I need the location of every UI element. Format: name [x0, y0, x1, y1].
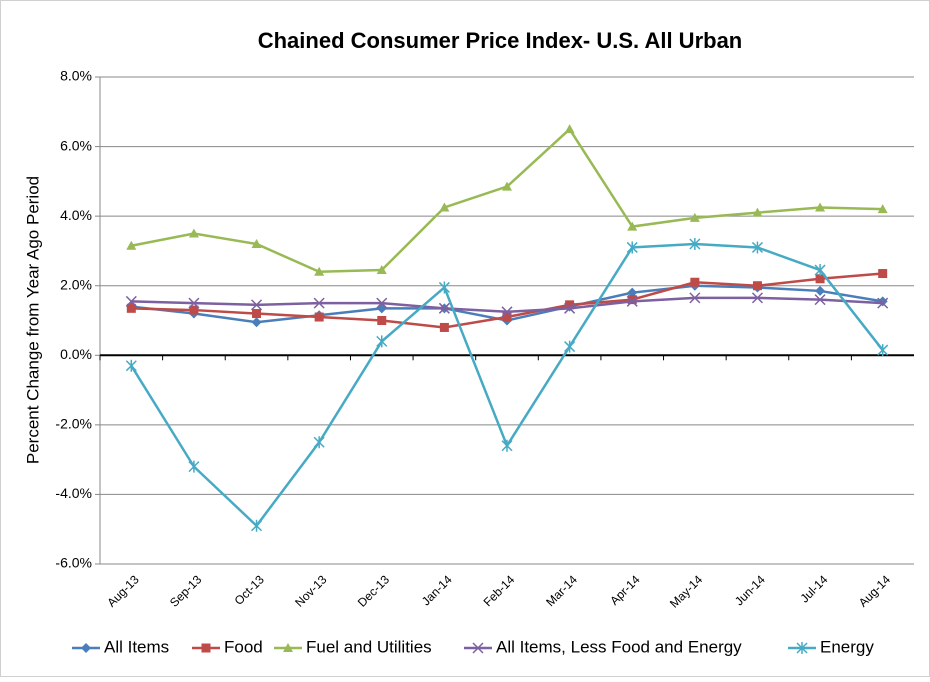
legend-label: Energy [820, 637, 874, 656]
marker [188, 460, 200, 473]
marker [126, 303, 136, 313]
marker [564, 124, 575, 134]
marker [689, 237, 701, 250]
marker [877, 344, 889, 357]
marker [815, 202, 826, 212]
marker [201, 643, 211, 653]
y-tick-label: -4.0% [55, 485, 92, 501]
marker [626, 241, 638, 254]
marker [814, 264, 826, 277]
y-tick-label: 6.0% [60, 137, 92, 153]
marker [877, 297, 889, 309]
marker [877, 204, 888, 214]
y-tick-label: -6.0% [55, 555, 92, 571]
marker [751, 292, 763, 304]
marker [814, 294, 826, 306]
marker [251, 238, 262, 248]
marker [125, 359, 137, 372]
marker [502, 312, 512, 322]
marker [439, 322, 449, 332]
marker [815, 274, 825, 284]
marker [472, 642, 484, 654]
legend-label: All Items, Less Food and Energy [496, 637, 742, 656]
marker [564, 302, 576, 314]
marker [751, 241, 763, 254]
marker [251, 317, 262, 328]
y-tick-label: 0.0% [60, 346, 92, 362]
marker [188, 297, 200, 309]
marker [81, 643, 91, 653]
marker [251, 299, 263, 311]
marker [502, 181, 512, 191]
marker [815, 285, 826, 296]
marker [689, 292, 701, 304]
marker [878, 269, 888, 279]
marker [126, 240, 137, 250]
marker [125, 295, 137, 307]
marker [689, 212, 700, 222]
legend-label: Food [224, 637, 263, 656]
marker [188, 228, 199, 238]
marker [313, 297, 325, 309]
marker [438, 302, 450, 314]
marker [501, 439, 513, 452]
marker [564, 340, 576, 353]
marker [376, 297, 388, 309]
marker [377, 316, 387, 325]
y-tick-label: 4.0% [60, 207, 92, 223]
marker [313, 436, 325, 449]
marker [376, 265, 387, 275]
marker [438, 281, 450, 294]
marker [690, 277, 700, 287]
marker [627, 295, 637, 305]
marker [376, 335, 388, 348]
marker [251, 519, 263, 532]
legend-label: Fuel and Utilities [306, 637, 432, 656]
marker [626, 295, 638, 307]
marker [314, 266, 325, 276]
marker [796, 642, 808, 654]
marker [627, 221, 638, 231]
marker [252, 309, 262, 319]
marker [565, 300, 575, 310]
marker [314, 312, 324, 322]
marker [501, 306, 513, 318]
y-tick-label: -2.0% [55, 416, 92, 432]
y-axis-label: Percent Change from Year Ago Period [23, 176, 42, 464]
marker [189, 305, 199, 315]
marker [439, 202, 450, 212]
y-tick-label: 8.0% [60, 68, 92, 84]
marker [752, 207, 763, 217]
legend-label: All Items [104, 637, 169, 656]
y-tick-label: 2.0% [60, 276, 92, 292]
chart-title: Chained Consumer Price Index- U.S. All U… [258, 28, 743, 53]
marker [283, 643, 293, 652]
marker [752, 281, 762, 291]
